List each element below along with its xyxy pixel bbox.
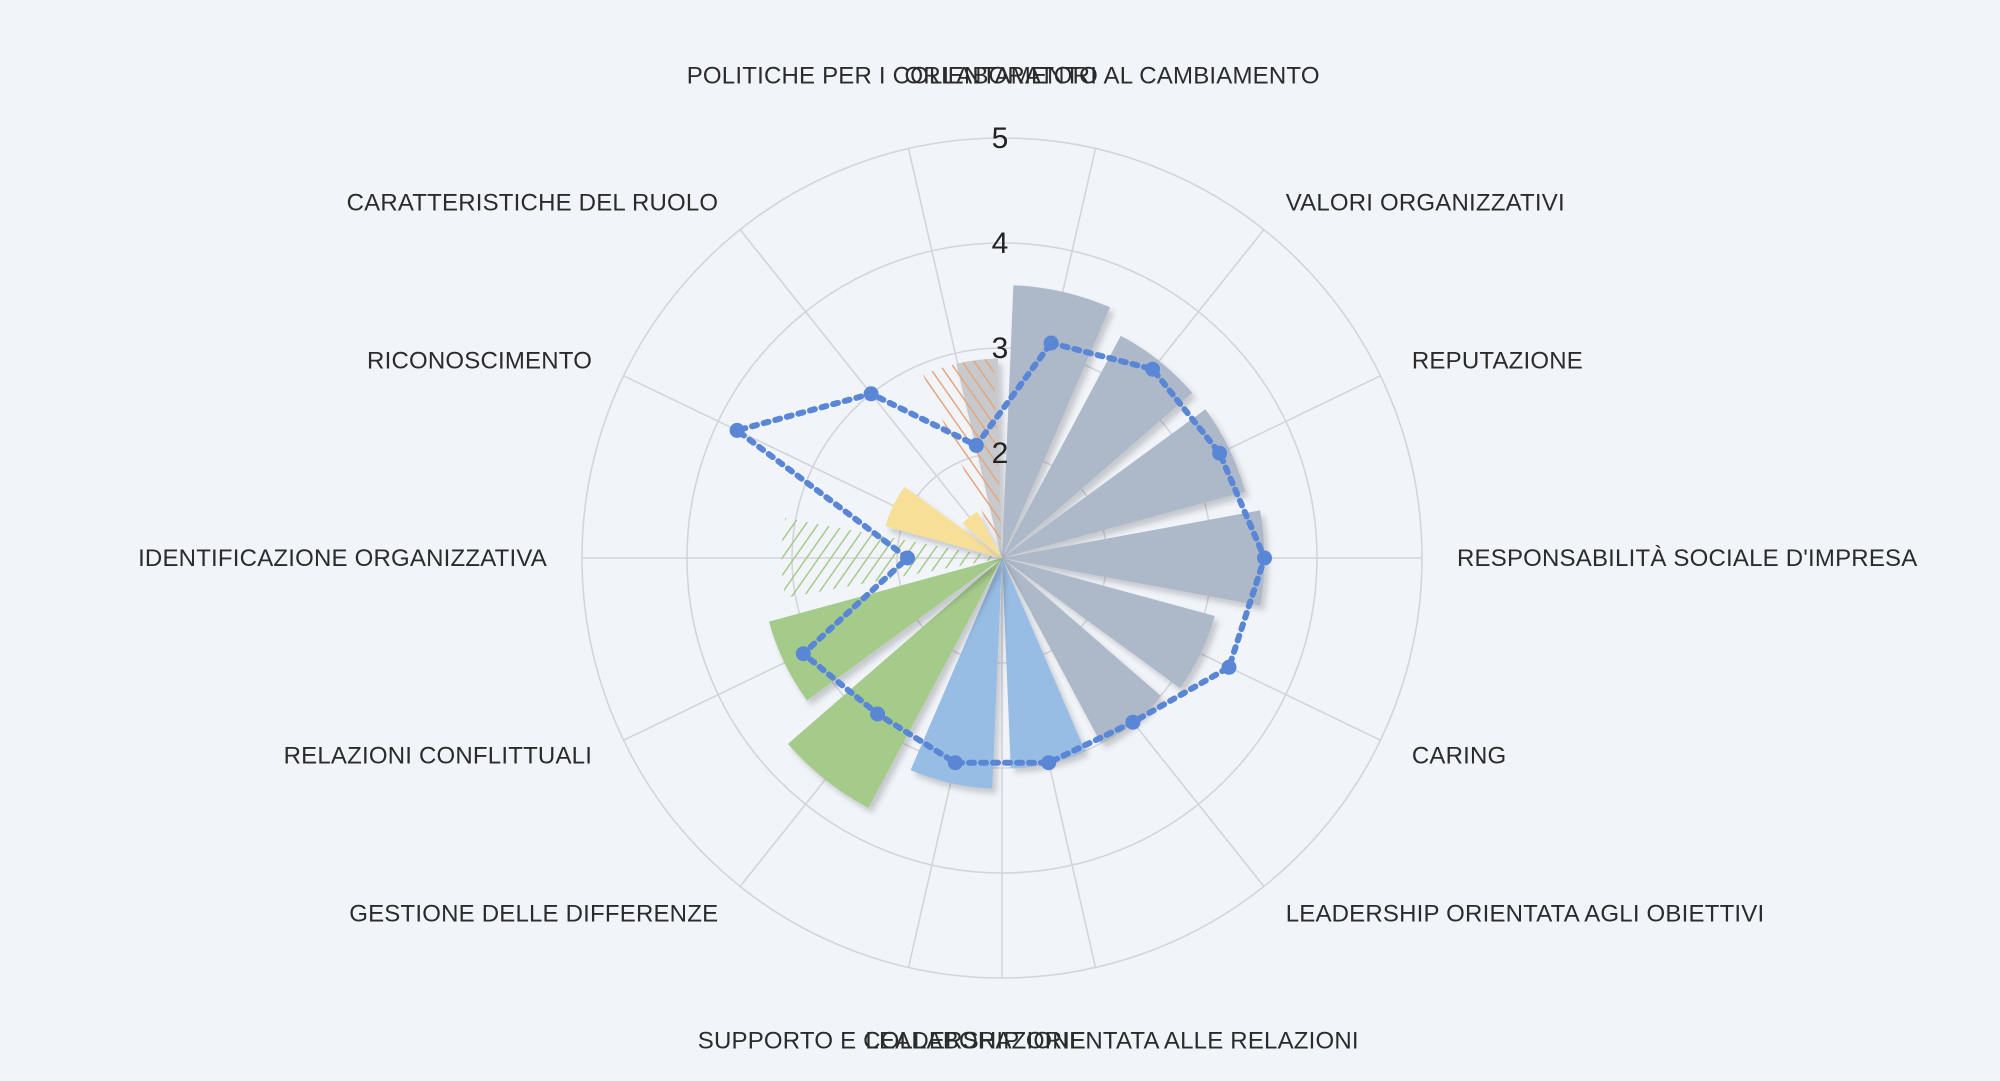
category-label-8: SUPPORTO E COLLABORAZIONE	[698, 1028, 1086, 1055]
category-label-13: CARATTERISTICHE DEL RUOLO	[347, 189, 719, 216]
line-point-13	[863, 386, 879, 402]
category-label-9: GESTIONE DELLE DIFFERENZE	[349, 901, 718, 928]
tick-label-4: 4	[992, 227, 1009, 260]
category-label-2: VALORI ORGANIZZATIVI	[1286, 189, 1565, 216]
bar-1	[1002, 285, 1110, 558]
category-label-3: REPUTAZIONE	[1412, 348, 1583, 375]
bar-11	[781, 518, 1002, 598]
line-point-6	[1125, 714, 1141, 730]
bar-6	[1002, 558, 1161, 744]
line-point-8	[947, 755, 963, 771]
bar-13	[962, 511, 1002, 558]
line-point-2	[1145, 361, 1161, 377]
bar-12	[885, 486, 1002, 558]
bar-5	[1002, 558, 1215, 689]
category-label-11: IDENTIFICAZIONE ORGANIZZATIVA	[138, 545, 547, 572]
bars	[769, 285, 1265, 808]
bar-14	[923, 358, 1002, 558]
line-point-9	[870, 706, 886, 722]
category-label-1: ORIENTAMENTO AL CAMBIAMENTO	[904, 62, 1319, 89]
line-point-5	[1221, 659, 1237, 675]
bar-3	[1002, 409, 1246, 558]
bar-4	[1002, 510, 1265, 606]
line-point-4	[1257, 550, 1272, 566]
line-point-11	[900, 550, 915, 566]
line-point-12	[729, 422, 745, 438]
category-label-6: LEADERSHIP ORIENTATA AGLI OBIETTIVI	[1286, 901, 1765, 928]
line-point-7	[1041, 755, 1057, 771]
category-label-5: CARING	[1412, 742, 1507, 769]
bar-7	[1002, 558, 1086, 768]
bar-2	[1002, 335, 1193, 558]
tick-label-2: 2	[992, 437, 1009, 470]
line-point-10	[795, 646, 811, 662]
category-label-10: RELAZIONI CONFLITTUALI	[284, 742, 592, 769]
line-point-3	[1212, 445, 1228, 461]
bar-8	[910, 558, 1002, 789]
radial-ticks: 2 3 4 5	[992, 122, 1009, 470]
tick-label-5: 5	[992, 122, 1009, 155]
line-point-1	[1043, 335, 1059, 351]
category-label-14: POLITICHE PER I COLLABORATORI	[687, 62, 1097, 89]
category-label-4: RESPONSABILITÀ SOCIALE D'IMPRESA	[1457, 545, 1917, 572]
tick-label-3: 3	[992, 332, 1009, 365]
category-label-7: LEADERSHIP ORIENTATA ALLE RELAZIONI	[865, 1028, 1358, 1055]
line-point-14	[968, 437, 984, 453]
bar-10	[769, 558, 1002, 701]
score-line	[729, 335, 1272, 771]
category-labels: ORIENTAMENTO AL CAMBIAMENTO VALORI ORGANI…	[138, 62, 1917, 1054]
category-label-12: RICONOSCIMENTO	[367, 348, 592, 375]
bar-9	[787, 558, 1002, 808]
